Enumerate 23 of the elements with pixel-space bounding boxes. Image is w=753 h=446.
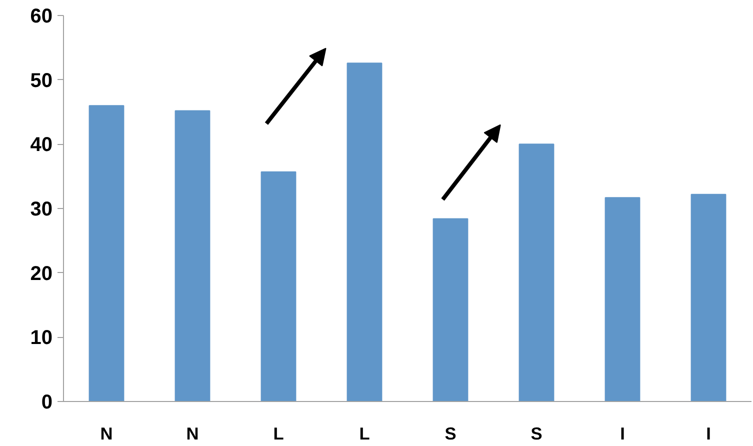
bar	[690, 194, 726, 402]
y-tick-label: 0	[41, 392, 52, 414]
x-tick-label: L	[359, 424, 370, 444]
bar	[346, 62, 382, 402]
y-tick-label: 20	[30, 262, 53, 285]
bar	[88, 105, 124, 402]
y-tick-label: 60	[30, 6, 53, 28]
x-tick-label: I	[620, 424, 625, 444]
x-tick-label: S	[444, 424, 456, 444]
bar	[432, 218, 468, 402]
bar	[174, 110, 210, 402]
y-tick-label: 10	[30, 327, 53, 350]
y-tick-label: 40	[30, 134, 53, 156]
x-tick-label: N	[100, 424, 113, 444]
y-tick-label: 30	[30, 198, 53, 220]
bar	[518, 144, 554, 402]
bar	[604, 197, 640, 402]
x-tick-label: I	[706, 424, 711, 444]
y-tick-label: 50	[30, 70, 53, 92]
x-tick-label: N	[186, 424, 199, 444]
bar	[260, 171, 296, 402]
x-tick-label: L	[273, 424, 284, 444]
x-tick-label: S	[530, 424, 542, 444]
